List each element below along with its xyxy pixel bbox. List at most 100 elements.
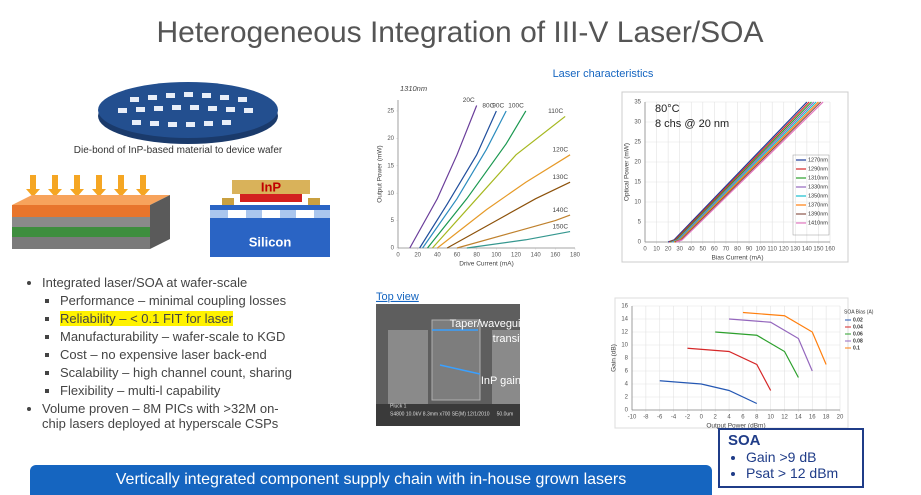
x-tick-label: 60	[454, 253, 461, 259]
cross-section-illustration: InP Silicon	[210, 179, 330, 257]
y-tick-label: 14	[621, 317, 628, 323]
legend-label: 0.02	[853, 317, 863, 323]
x-tick-label: -8	[643, 415, 649, 421]
series-label: 20C	[463, 97, 475, 104]
sub-bullet: Manufacturability – wafer-scale to KGD	[60, 329, 350, 344]
sub-bullet: Scalability – high channel count, sharin…	[60, 365, 350, 380]
x-tick-label: 14	[795, 415, 802, 421]
x-tick-label: 160	[550, 253, 561, 259]
y-tick-label: 10	[621, 343, 628, 349]
x-tick-label: 20	[665, 247, 672, 253]
legend-title: SOA Bias (A)	[844, 309, 874, 315]
x-tick-label: 120	[779, 247, 790, 253]
series-label: 130C	[553, 174, 569, 181]
y-tick-label: 0	[638, 240, 642, 246]
y-tick-label: 20	[634, 160, 641, 166]
x-tick-label: 90	[746, 247, 753, 253]
legend-label: 0.1	[853, 345, 860, 351]
bullet: Integrated laser/SOA at wafer-scale Perf…	[42, 275, 350, 398]
y-tick-label: 16	[621, 304, 628, 310]
y-tick-label: 6	[625, 369, 629, 375]
legend-label: 1330nm	[808, 184, 828, 190]
soa-title: SOA	[728, 432, 761, 449]
bullet-list: Integrated laser/SOA at wafer-scale Perf…	[20, 272, 350, 434]
x-tick-label: -6	[657, 415, 663, 421]
data-line	[676, 101, 824, 243]
x-tick-label: -10	[628, 415, 637, 421]
x-axis-label: Output Power (dBm)	[706, 423, 765, 430]
series-label: 100C	[508, 103, 524, 110]
legend-label: 0.04	[853, 324, 863, 330]
caption-text: Die-bond of InP-based material to device…	[74, 145, 283, 156]
sem-image	[376, 304, 520, 426]
y-tick-label: 4	[625, 382, 629, 388]
wafer-illustration	[98, 82, 278, 144]
x-tick-label: 80	[473, 253, 480, 259]
sem-info: S4800 10.0kV 8.3mm x700 SE(M) 12/1/2010	[390, 411, 490, 417]
legend-frame	[792, 154, 830, 236]
legend-label: 1350nm	[808, 193, 828, 199]
legend-label: 0.08	[853, 338, 863, 344]
silicon-label: Silicon	[249, 234, 292, 249]
y-axis-label: Optical Power (mW)	[624, 143, 631, 201]
series-label: 150C	[553, 223, 569, 230]
y-tick-label: 15	[634, 180, 641, 186]
data-line	[409, 105, 478, 249]
sub-bullet: Reliability – < 0.1 FIT for laser	[60, 311, 350, 326]
x-tick-label: 60	[711, 247, 718, 253]
series-label: 140C	[553, 207, 569, 214]
top-view-label: Top view	[376, 291, 419, 303]
y-tick-label: 12	[621, 330, 628, 336]
x-tick-label: 0	[700, 415, 704, 421]
data-line	[422, 110, 507, 249]
x-tick-label: 80	[734, 247, 741, 253]
data-line	[659, 380, 758, 405]
data-line	[456, 214, 571, 249]
x-tick-label: 20	[837, 415, 844, 421]
y-axis-label: Gain (dB)	[611, 344, 618, 372]
chart-frame	[621, 91, 849, 263]
data-line	[427, 110, 527, 249]
x-tick-label: 2	[714, 415, 718, 421]
data-line	[742, 311, 827, 365]
x-tick-label: 0	[643, 247, 647, 253]
data-line	[715, 331, 799, 378]
annotation: 1310nm	[400, 84, 427, 93]
x-tick-label: 4	[727, 415, 731, 421]
bullet-text: Integrated laser/SOA at wafer-scale	[42, 275, 248, 290]
y-tick-label: 5	[638, 220, 642, 226]
x-tick-label: 6	[741, 415, 745, 421]
bonding-illustration	[12, 175, 170, 249]
highlighted-text: Reliability – < 0.1 FIT for laser	[60, 311, 233, 326]
sub-bullet: Cost – no expensive laser back-end	[60, 347, 350, 362]
x-tick-label: 120	[511, 253, 522, 259]
series-label: 90C	[492, 103, 504, 110]
x-tick-label: 10	[767, 415, 774, 421]
x-tick-label: 40	[434, 253, 441, 259]
annotation: 8 chs @ 20 nm	[655, 118, 729, 130]
data-line	[466, 230, 571, 249]
data-line	[729, 318, 813, 372]
legend-label: 1310nm	[808, 175, 828, 181]
y-tick-label: 20	[387, 136, 394, 142]
caption: Die-bond of InP-based material to device…	[74, 145, 283, 156]
y-tick-label: 10	[634, 200, 641, 206]
legend-label: 1410nm	[808, 220, 828, 226]
x-tick-label: 18	[823, 415, 830, 421]
y-tick-label: 0	[625, 408, 629, 414]
y-axis-label: Output Power (mW)	[377, 145, 384, 202]
x-tick-label: 110	[767, 247, 777, 253]
y-tick-label: 2	[625, 395, 629, 401]
x-tick-label: 130	[790, 247, 801, 253]
annotation: 80°C	[655, 103, 680, 115]
legend-label: 1370nm	[808, 202, 828, 208]
banner: Vertically integrated component supply c…	[30, 465, 712, 495]
data-line	[431, 115, 566, 249]
data-line	[446, 181, 571, 249]
x-tick-label: 70	[723, 247, 730, 253]
legend-label: 1270nm	[808, 157, 828, 163]
list: Integrated laser/SOA at wafer-scale Perf…	[20, 275, 350, 431]
legend-label: 1390nm	[808, 211, 828, 217]
y-tick-label: 30	[634, 120, 641, 126]
